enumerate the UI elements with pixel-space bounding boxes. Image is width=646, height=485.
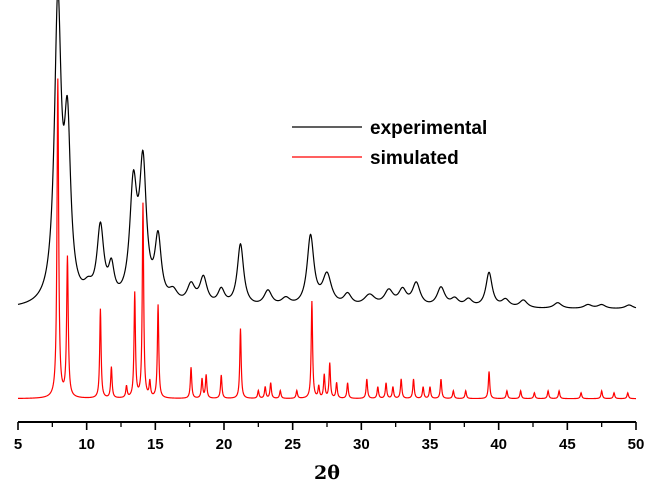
x-tick-label: 10 bbox=[78, 436, 95, 453]
x-tick-label: 20 bbox=[216, 436, 233, 453]
x-tick-label: 45 bbox=[559, 436, 576, 453]
x-tick-label: 40 bbox=[490, 436, 507, 453]
x-tick-label: 5 bbox=[14, 436, 22, 453]
series-layer bbox=[17, 0, 637, 400]
series-line-simulated bbox=[17, 78, 637, 400]
legend-label-experimental: experimental bbox=[370, 118, 487, 139]
x-axis-title: 2θ bbox=[314, 462, 340, 484]
legend-label-simulated: simulated bbox=[370, 148, 459, 169]
x-tick-label: 50 bbox=[628, 436, 645, 453]
series-line-experimental bbox=[17, 0, 637, 309]
x-tick-label: 15 bbox=[147, 436, 164, 453]
legend: experimental simulated bbox=[292, 118, 487, 169]
x-tick-label: 35 bbox=[422, 436, 439, 453]
x-tick-label: 25 bbox=[284, 436, 301, 453]
x-tick-label: 30 bbox=[353, 436, 370, 453]
x-ticks: 5 10 15 20 25 30 35 40 45 50 bbox=[14, 422, 645, 453]
